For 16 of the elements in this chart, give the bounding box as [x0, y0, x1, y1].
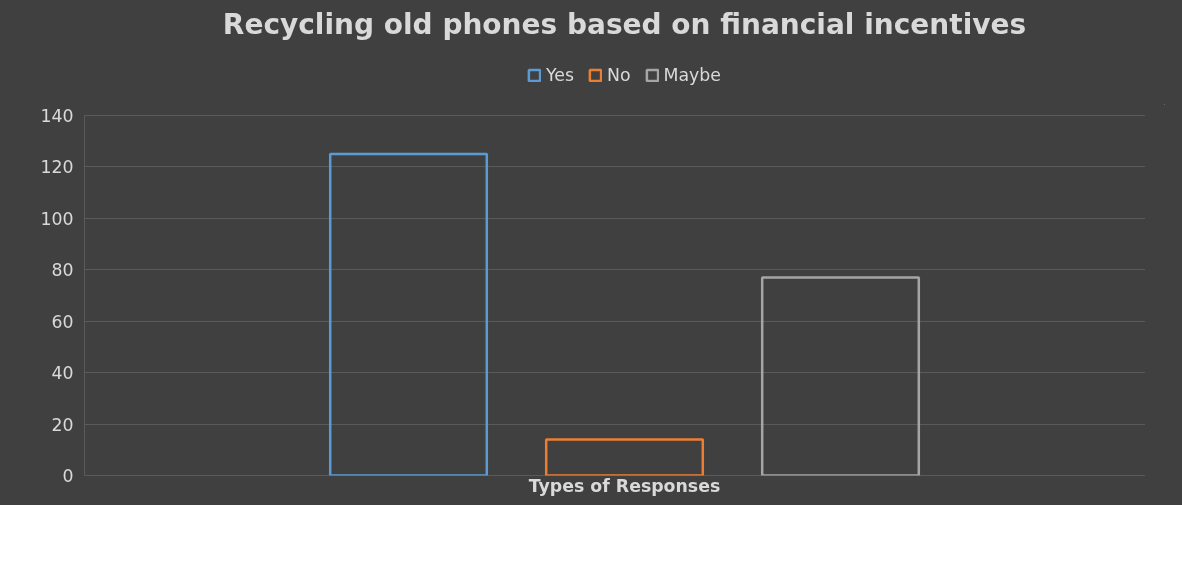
chart-title: Recycling old phones based on financial incentives: [222, 7, 1027, 41]
legend-label: No: [606, 65, 631, 85]
legend-label: Yes: [545, 65, 574, 85]
y-tick-label: 140: [40, 106, 74, 126]
legend-label: Maybe: [663, 65, 722, 85]
bar: [760, 276, 921, 476]
x-axis-title: Types of Responses: [528, 475, 721, 496]
y-tick-label: 100: [40, 208, 74, 229]
y-tick-label: 20: [51, 414, 74, 435]
y-tick-label: 120: [40, 157, 74, 178]
y-tick-label: 80: [51, 260, 74, 281]
y-tick-label: 0: [62, 466, 74, 486]
bar: [544, 438, 705, 476]
y-tick-label: 60: [51, 311, 74, 332]
bar: [328, 152, 489, 476]
y-tick-label: 40: [51, 363, 74, 384]
